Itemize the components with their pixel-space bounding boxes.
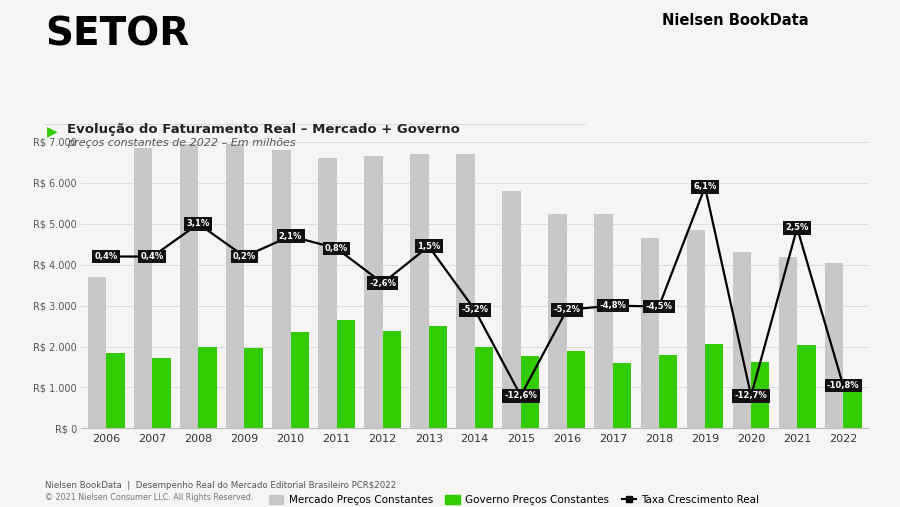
Bar — [733, 252, 751, 428]
Text: ▶: ▶ — [47, 124, 58, 138]
Text: Evolução do Faturamento Real – Mercado + Governo: Evolução do Faturamento Real – Mercado +… — [67, 123, 460, 136]
Bar — [245, 348, 263, 428]
Bar — [567, 351, 585, 428]
Legend: Mercado Preços Constantes, Governo Preços Constantes, Taxa Crescimento Real: Mercado Preços Constantes, Governo Preço… — [265, 491, 763, 507]
Bar — [687, 230, 705, 428]
Bar — [226, 144, 245, 428]
Bar — [613, 364, 631, 428]
Bar — [272, 150, 291, 428]
Text: 6,1%: 6,1% — [693, 183, 716, 192]
Bar — [843, 387, 861, 428]
Text: 2,5%: 2,5% — [786, 224, 809, 232]
Text: 0,4%: 0,4% — [94, 252, 118, 261]
Text: -12,7%: -12,7% — [734, 391, 768, 400]
Bar — [428, 326, 447, 428]
Text: 3,1%: 3,1% — [187, 220, 210, 228]
Text: preços constantes de 2022 – Em milhões: preços constantes de 2022 – Em milhões — [67, 138, 295, 148]
Text: 0,4%: 0,4% — [140, 252, 164, 261]
Text: SETOR: SETOR — [45, 15, 189, 53]
Bar — [641, 238, 659, 428]
Text: © 2021 Nielsen Consumer LLC. All Rights Reserved.: © 2021 Nielsen Consumer LLC. All Rights … — [45, 493, 254, 502]
Bar — [134, 148, 152, 428]
Bar — [474, 347, 493, 428]
Bar — [778, 257, 797, 428]
Text: 1,5%: 1,5% — [417, 242, 440, 251]
Text: Nielsen BookData  |  Desempenho Real do Mercado Editorial Brasileiro PCR$2022: Nielsen BookData | Desempenho Real do Me… — [45, 481, 396, 490]
Bar — [152, 358, 171, 428]
Bar — [752, 361, 770, 428]
Bar — [382, 331, 401, 428]
Bar — [410, 154, 428, 428]
Bar — [595, 213, 613, 428]
Text: -12,6%: -12,6% — [504, 391, 537, 400]
Bar — [659, 355, 678, 428]
Bar — [521, 355, 539, 428]
Bar — [337, 320, 355, 428]
Bar — [291, 332, 309, 428]
Text: -5,2%: -5,2% — [461, 305, 488, 314]
Text: -4,5%: -4,5% — [645, 302, 672, 311]
Text: Nielsen BookData: Nielsen BookData — [662, 13, 808, 28]
Bar — [88, 277, 106, 428]
Bar — [824, 263, 843, 428]
Bar — [548, 213, 567, 428]
Text: -4,8%: -4,8% — [599, 301, 626, 310]
Text: 0,2%: 0,2% — [233, 252, 256, 261]
Bar — [797, 345, 815, 428]
Bar — [198, 347, 217, 428]
Bar — [456, 154, 475, 428]
Bar — [502, 191, 521, 428]
Bar — [106, 353, 125, 428]
Bar — [319, 158, 337, 428]
Bar — [180, 144, 198, 428]
Text: -5,2%: -5,2% — [554, 305, 580, 314]
Bar — [364, 156, 382, 428]
Text: 0,8%: 0,8% — [325, 244, 348, 253]
Bar — [705, 344, 724, 428]
Text: -2,6%: -2,6% — [369, 279, 396, 287]
Text: 2,1%: 2,1% — [279, 232, 302, 241]
Text: -10,8%: -10,8% — [827, 381, 860, 390]
